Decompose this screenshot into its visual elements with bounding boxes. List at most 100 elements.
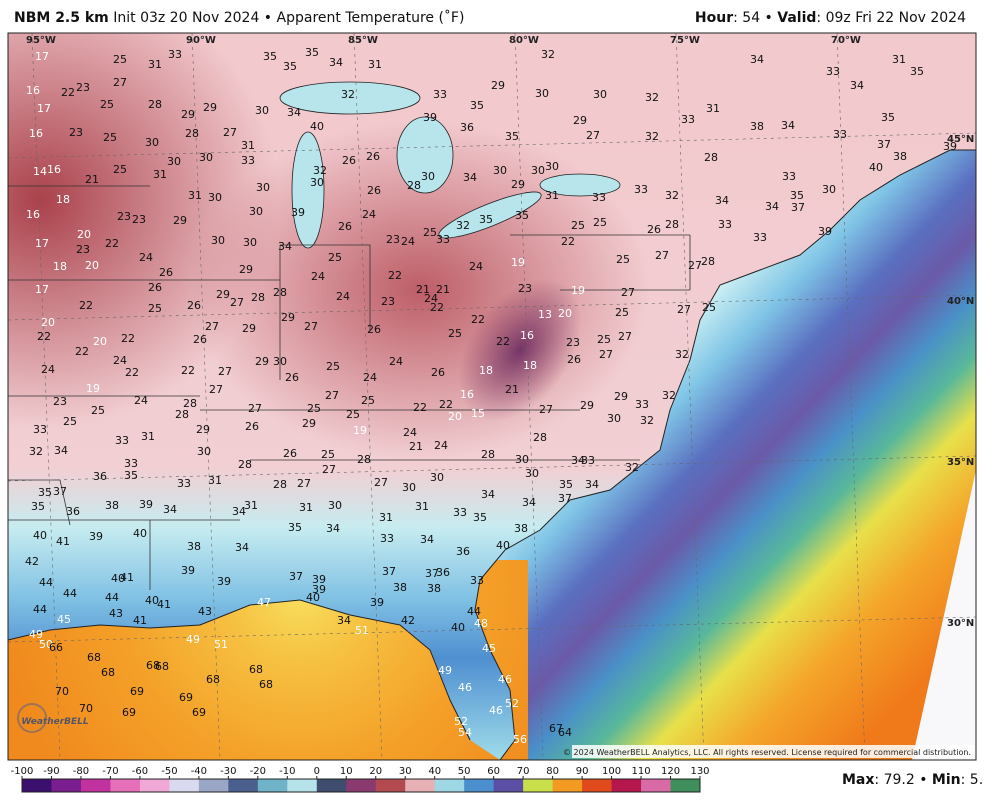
station-value: 38 [514,522,528,535]
station-value: 40 [496,539,510,552]
colorbar-segment [582,779,613,792]
station-value: 19 [571,284,585,297]
colorbar-segment [257,779,288,792]
station-value: 40 [111,572,125,585]
station-value: 36 [436,566,450,579]
station-value: 17 [37,102,51,115]
station-value: 33 [833,128,847,141]
station-value: 24 [363,371,377,384]
station-value: 33 [826,65,840,78]
station-value: 16 [26,208,40,221]
station-value: 26 [567,353,581,366]
station-value: 28 [533,431,547,444]
colorbar-segment [22,779,52,792]
station-value: 21 [85,173,99,186]
station-value: 28 [251,291,265,304]
station-value: 30 [545,160,559,173]
warm-area [8,33,280,430]
min-label: Min [932,772,961,788]
station-value: 41 [133,614,147,627]
colorbar-segment [287,779,318,792]
station-value: 33 [635,398,649,411]
station-value: 22 [61,86,75,99]
station-value: 26 [148,281,162,294]
latitude-label: 35°N [947,457,974,468]
station-value: 33 [33,423,47,436]
station-value: 33 [592,191,606,204]
station-value: 35 [470,99,484,112]
no-data [912,470,976,760]
station-value: 29 [203,101,217,114]
station-value: 18 [53,260,67,273]
station-value: 28 [665,218,679,231]
station-value: 37 [791,201,805,214]
colorbar-segment [316,779,347,792]
station-value: 25 [113,53,127,66]
lake [279,81,421,115]
station-value: 49 [29,628,43,641]
station-value: 27 [655,249,669,262]
station-value: 41 [157,598,171,611]
station-value: 25 [616,253,630,266]
station-value: 27 [230,296,244,309]
station-value: 27 [586,129,600,142]
station-value: 38 [393,581,407,594]
station-value: 34 [287,106,301,119]
valid-value: : 09z Fri 22 Nov 2024 [816,10,966,26]
station-value: 21 [409,440,423,453]
station-value: 35 [515,209,529,222]
station-value: 33 [168,48,182,61]
colorbar-label: 120 [661,766,680,777]
station-value: 70 [55,685,69,698]
station-value: 35 [479,213,493,226]
station-value: 24 [362,208,376,221]
station-value: 30 [255,104,269,117]
station-value: 28 [357,453,371,466]
station-value: 33 [380,532,394,545]
station-value: 30 [310,176,324,189]
station-value: 28 [148,98,162,111]
station-value: 34 [235,541,249,554]
station-value: 25 [113,163,127,176]
station-value: 30 [243,236,257,249]
station-value: 42 [25,555,39,568]
station-value: 30 [515,453,529,466]
colorbar-label: 20 [369,766,382,777]
station-value: 23 [69,126,83,139]
station-value: 28 [185,127,199,140]
station-value: 17 [35,283,49,296]
station-value: 27 [539,403,553,416]
station-value: 27 [688,259,702,272]
colorbar-frame [21,778,701,793]
station-value: 33 [581,454,595,467]
station-value: 25 [346,408,360,421]
station-value: 33 [470,574,484,587]
station-value: 18 [479,364,493,377]
map-frame [7,32,977,761]
station-value: 39 [370,596,384,609]
station-value: 39 [89,530,103,543]
station-value: 16 [29,127,43,140]
station-value: 23 [117,210,131,223]
colorbar-label: -60 [132,766,148,777]
station-value: 50 [39,638,53,651]
station-value: 36 [456,545,470,558]
colorbar-segment [80,779,111,792]
station-value: 34 [420,533,434,546]
station-value: 24 [41,363,55,376]
station-value: 32 [645,130,659,143]
colorbar-label: -10 [279,766,295,777]
station-value: 35 [790,189,804,202]
station-value: 40 [306,591,320,604]
colorbar-label: 110 [631,766,650,777]
meridian [836,33,866,760]
station-value: 30 [328,499,342,512]
station-value: 26 [285,371,299,384]
station-value: 69 [192,706,206,719]
colorbar-label: -20 [250,766,266,777]
colorbar-label: -80 [73,766,89,777]
station-value: 38 [187,540,201,553]
hour-label: Hour [695,10,733,26]
station-value: 39 [312,573,326,586]
station-value: 68 [206,673,220,686]
